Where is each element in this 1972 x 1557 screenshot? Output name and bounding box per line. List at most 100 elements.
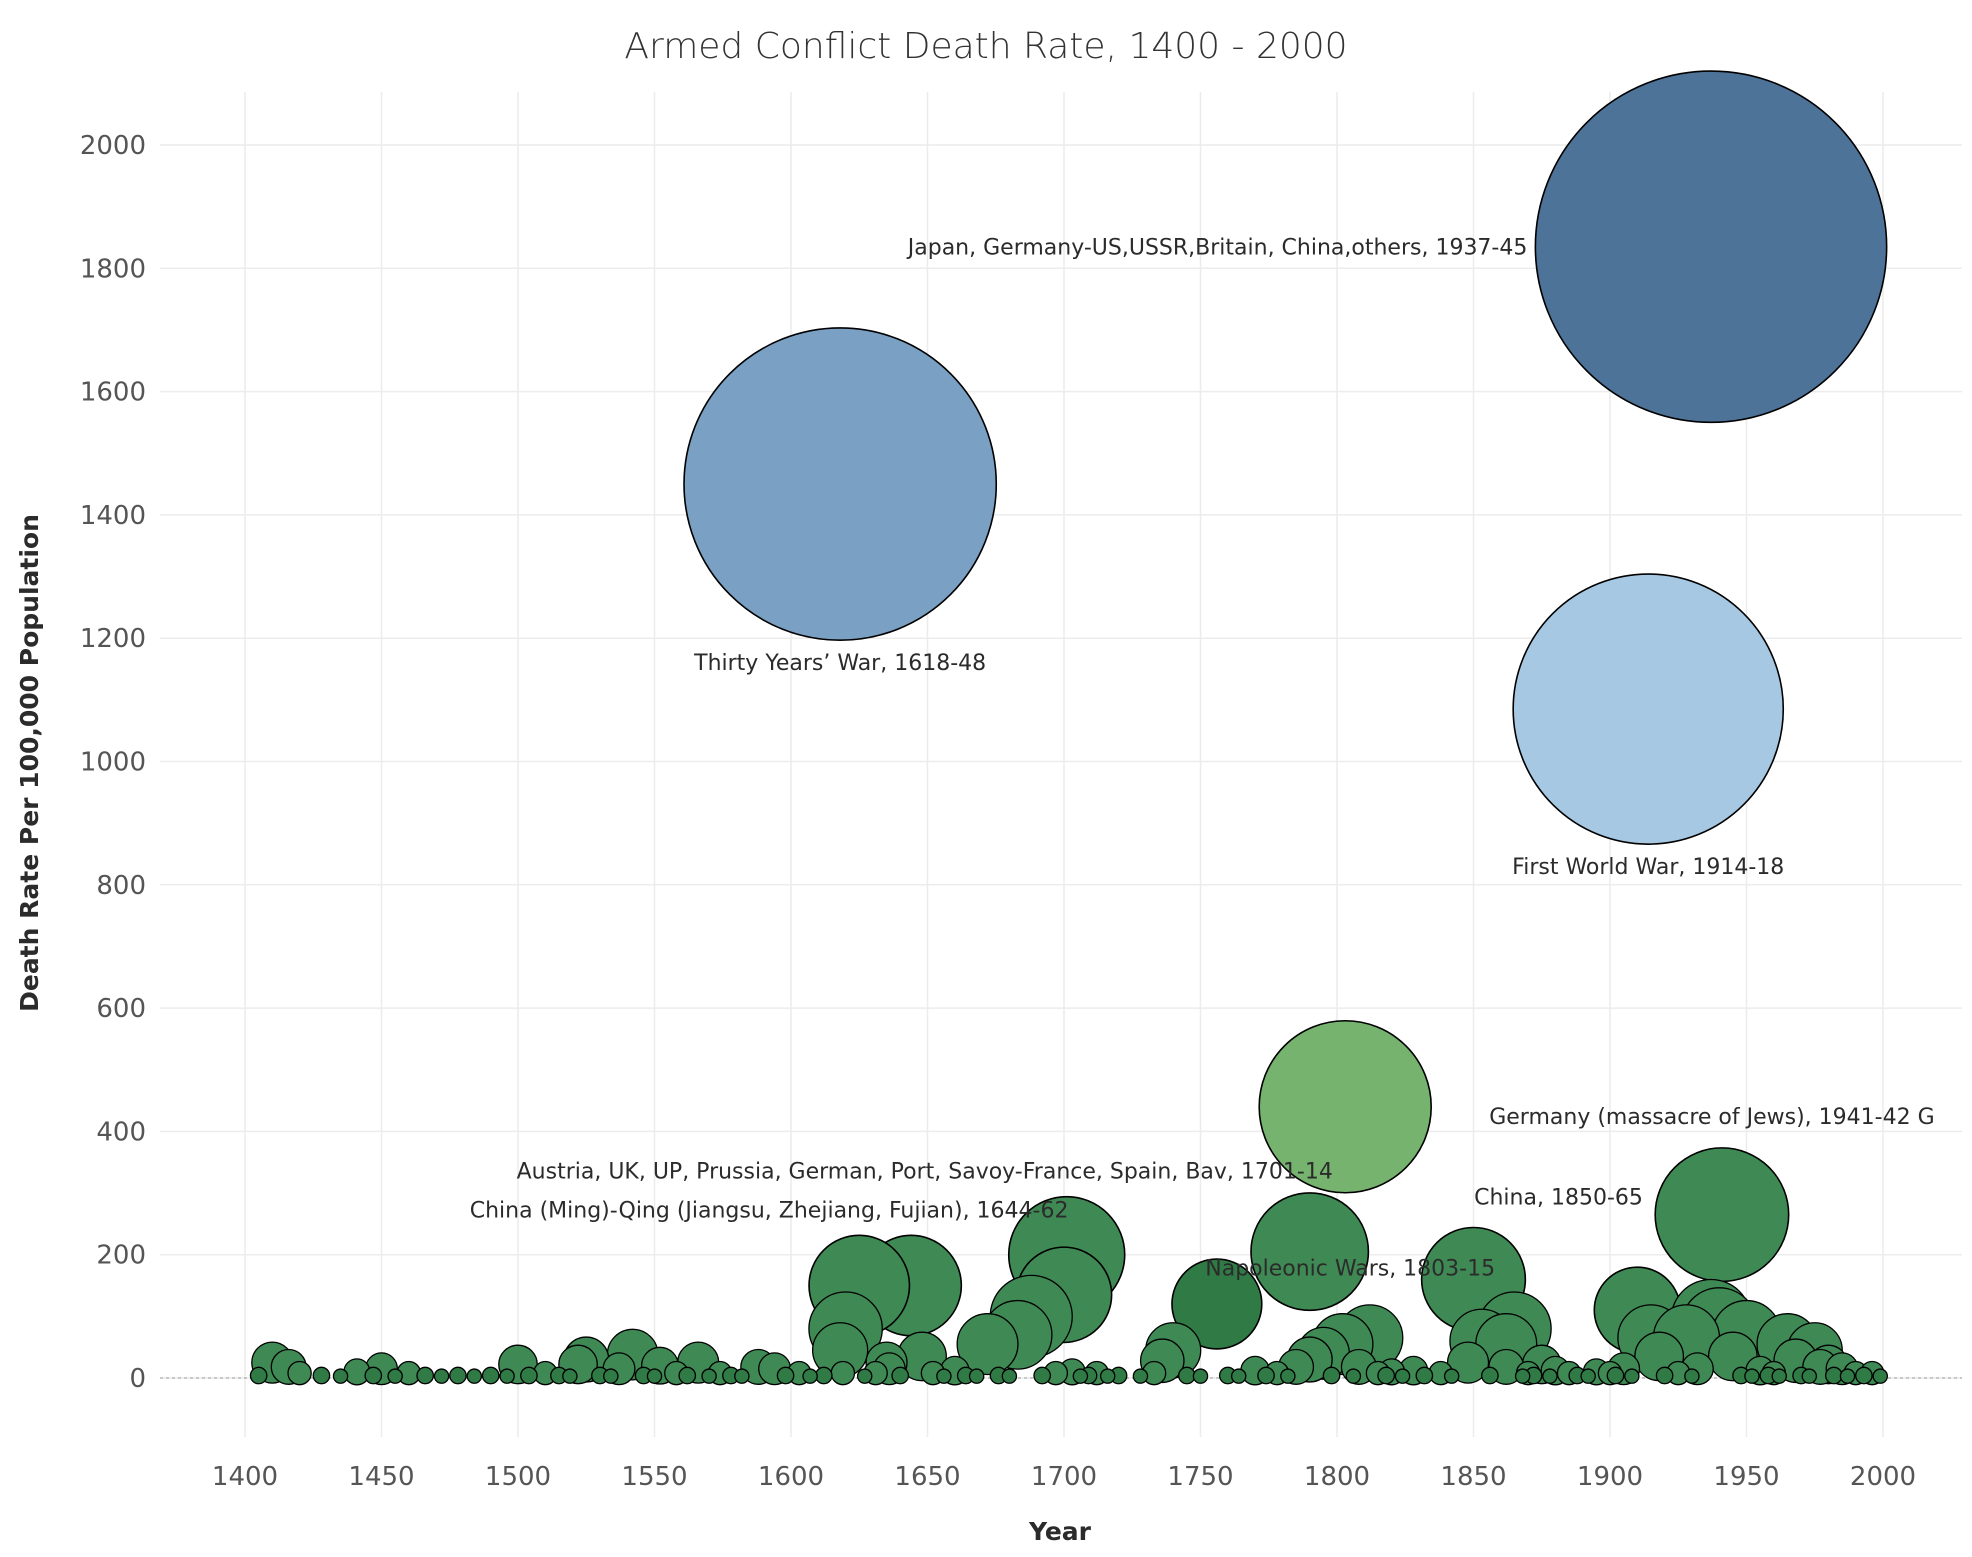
- bubble-point: [312, 1366, 331, 1385]
- y-axis-ticks: 0 200 400 600 800 1000 1200 1400 1600 1800 2000: [80, 131, 146, 1394]
- bubble-point: [364, 1366, 383, 1385]
- x-tick-label: 1800: [1304, 1462, 1370, 1492]
- bubble-point: [1839, 1368, 1856, 1384]
- bubble-point: [678, 1366, 697, 1385]
- annotation-label: Thirty Years’ War, 1618-48: [693, 651, 986, 676]
- bubble-point: [1033, 1366, 1052, 1385]
- bubble-layer: [249, 70, 1889, 1386]
- bubble-point: [1771, 1368, 1788, 1384]
- y-tick-label: 200: [96, 1241, 146, 1271]
- bubble-point: [387, 1368, 403, 1384]
- annotation-label: China (Ming)-Qing (Jiangsu, Zhejiang, Fu…: [470, 1198, 1069, 1223]
- chart-title: Armed Conflict Death Rate, 1400 - 2000: [624, 26, 1347, 67]
- bubble-point: [1443, 1368, 1460, 1384]
- bubble-point: [449, 1366, 467, 1385]
- x-tick-label: 2000: [1850, 1462, 1916, 1492]
- bubble-point: [332, 1368, 349, 1384]
- annotation-label: China, 1850-65: [1474, 1185, 1643, 1210]
- y-tick-label: 1600: [80, 378, 146, 408]
- bubble-point: [1394, 1368, 1411, 1384]
- y-tick-label: 2000: [80, 131, 146, 161]
- bubble-point: [1280, 1368, 1296, 1384]
- bubble-point: [1001, 1368, 1018, 1384]
- bubble-point: [1322, 1366, 1341, 1385]
- bubble-point: [1744, 1368, 1760, 1384]
- x-tick-label: 1400: [212, 1462, 278, 1492]
- x-tick-label: 1500: [485, 1462, 551, 1492]
- bubble-point: [814, 1366, 833, 1385]
- x-tick-label: 1650: [894, 1462, 960, 1492]
- annotation-layer: Japan, Germany-US,USSR,Britain, China,ot…: [470, 236, 1935, 1282]
- annotation-label: First World War, 1914-18: [1512, 855, 1784, 880]
- bubble-point: [1606, 1366, 1625, 1385]
- y-tick-label: 800: [96, 871, 146, 901]
- y-tick-label: 1000: [80, 748, 146, 778]
- bubble-point: [466, 1368, 483, 1384]
- bubble-point: [1481, 1366, 1499, 1385]
- bubble-point: [433, 1368, 450, 1384]
- bubble-point: [683, 327, 998, 641]
- x-tick-label: 1450: [348, 1462, 414, 1492]
- bubble-point: [1345, 1368, 1362, 1384]
- bubble-point: [603, 1368, 619, 1384]
- x-tick-label: 1900: [1577, 1462, 1643, 1492]
- bubble-point: [1192, 1368, 1209, 1384]
- bubble-point: [1801, 1368, 1818, 1384]
- bubble-point: [1132, 1368, 1149, 1384]
- x-tick-label: 1850: [1440, 1462, 1506, 1492]
- bubble-point: [1230, 1368, 1247, 1384]
- y-axis-title: Death Rate Per 100,000 Population: [15, 514, 44, 1012]
- bubble-point: [1250, 1192, 1370, 1312]
- bubble-point: [1377, 1366, 1395, 1385]
- annotation-label: Japan, Germany-US,USSR,Britain, China,ot…: [906, 236, 1528, 261]
- x-tick-label: 1950: [1713, 1462, 1779, 1492]
- bubble-point: [1178, 1366, 1196, 1385]
- bubble-point: [1534, 70, 1888, 424]
- y-tick-label: 600: [96, 994, 146, 1024]
- bubble-point: [1099, 1368, 1116, 1384]
- bubble-point: [520, 1366, 538, 1385]
- bubble-point: [1872, 1368, 1889, 1384]
- bubble-point: [936, 1368, 952, 1384]
- bubble-point: [287, 1360, 312, 1386]
- bubble-point: [1580, 1368, 1596, 1384]
- bubble-point: [646, 1368, 663, 1384]
- bubble-point: [701, 1368, 717, 1384]
- bubble-point: [1415, 1366, 1434, 1385]
- y-tick-label: 1200: [80, 624, 146, 654]
- bubble-point: [1825, 1366, 1843, 1385]
- x-tick-label: 1700: [1031, 1462, 1097, 1492]
- y-tick-label: 1800: [80, 254, 146, 284]
- annotation-label: Austria, UK, UP, Prussia, German, Port, …: [517, 1160, 1333, 1185]
- bubble-point: [1512, 573, 1785, 845]
- bubble-point: [1855, 1366, 1873, 1385]
- y-tick-label: 0: [129, 1364, 146, 1394]
- bubble-point: [856, 1368, 873, 1384]
- y-tick-label: 1400: [80, 501, 146, 531]
- bubble-point: [1542, 1368, 1558, 1384]
- bubble-point: [1684, 1368, 1700, 1384]
- bubble-point: [802, 1368, 818, 1384]
- x-tick-label: 1550: [621, 1462, 687, 1492]
- bubble-point: [1257, 1366, 1275, 1385]
- bubble-point: [1258, 1019, 1432, 1194]
- bubble-point: [481, 1366, 500, 1385]
- bubble-point: [891, 1366, 910, 1385]
- bubble-point: [249, 1366, 268, 1385]
- x-axis-title: Year: [1028, 1517, 1092, 1546]
- annotation-label: Napoleonic Wars, 1803-15: [1205, 1257, 1495, 1282]
- bubble-point: [1654, 1147, 1790, 1283]
- bubble-point: [968, 1368, 985, 1384]
- x-tick-label: 1600: [758, 1462, 824, 1492]
- bubble-point: [499, 1368, 515, 1384]
- bubble-point: [562, 1368, 578, 1384]
- x-axis-ticks: 1400 1450 1500 1550 1600 1650 1700 1750 1800 1850…: [212, 1462, 1916, 1492]
- annotation-label: Germany (massacre of Jews), 1941-42 G: [1489, 1105, 1934, 1130]
- x-tick-label: 1750: [1167, 1462, 1233, 1492]
- bubble-point: [1072, 1368, 1089, 1384]
- y-tick-label: 400: [96, 1117, 146, 1147]
- bubble-point: [734, 1368, 750, 1384]
- bubble-point: [416, 1366, 435, 1385]
- bubble-point: [1514, 1368, 1531, 1384]
